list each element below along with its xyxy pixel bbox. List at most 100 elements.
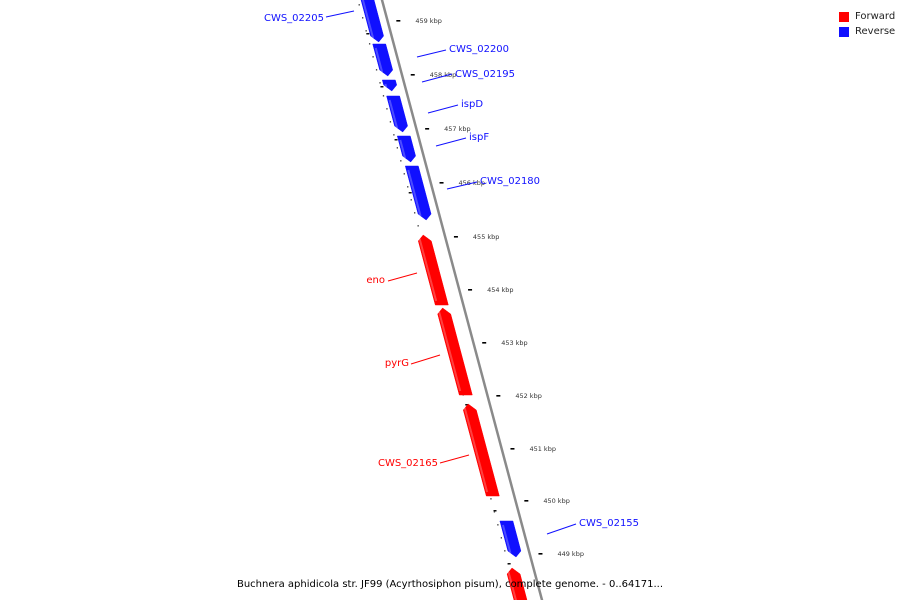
kbp-tick-label: 459 kbp — [415, 17, 442, 25]
legend-item-forward: Forward — [839, 9, 895, 24]
leader-line-cws_02180 — [446, 181, 478, 190]
strand-legend: Forward Reverse — [839, 9, 895, 39]
kbp-tick-label: 455 kbp — [473, 233, 500, 241]
scale-dot — [500, 537, 502, 539]
gene-pyrg[interactable] — [437, 307, 473, 396]
kbp-tick-label: 457 kbp — [444, 125, 471, 133]
kbp-tick-label: 452 kbp — [515, 392, 542, 400]
kbp-tick — [524, 500, 529, 502]
kbp-tick — [410, 74, 415, 76]
scale-dot — [493, 511, 496, 513]
scale-dot — [403, 173, 405, 175]
leader-line-eno — [387, 272, 418, 282]
kbp-tick — [396, 20, 401, 22]
gene-highlight — [407, 169, 422, 217]
scale-dot — [396, 147, 398, 149]
minor-dash — [465, 404, 469, 406]
gene-label-cws_02200[interactable]: CWS_02200 — [449, 44, 509, 55]
kbp-tick — [425, 128, 430, 130]
gene-highlight — [438, 311, 462, 392]
kbp-tick — [468, 289, 473, 291]
kbp-tick-label: 450 kbp — [543, 497, 570, 505]
gene-cws_02200[interactable] — [372, 43, 393, 77]
kbp-tick — [538, 553, 543, 555]
gene-label-cws_02180[interactable]: CWS_02180 — [480, 176, 540, 187]
gene-label-pyrg[interactable]: pyrG — [385, 358, 409, 369]
gene-label-cws_02165[interactable]: CWS_02165 — [378, 458, 438, 469]
gene-partial[interactable] — [506, 567, 528, 600]
scale-dot — [414, 212, 416, 214]
leader-line-ispf — [435, 137, 467, 147]
minor-dash — [394, 139, 398, 141]
leader-line-cws_02155 — [546, 523, 577, 535]
kbp-tick — [439, 182, 444, 184]
gene-eno[interactable] — [418, 234, 449, 306]
genome-backbone — [380, 0, 544, 600]
minor-dash — [408, 192, 412, 194]
gene-highlight — [374, 47, 384, 73]
scale-dot — [368, 43, 371, 45]
scale-dot — [497, 524, 499, 526]
gene-highlight — [418, 238, 438, 302]
gene-label-ispd[interactable]: ispD — [461, 99, 483, 110]
gene-highlight — [361, 0, 375, 39]
gene-highlight — [463, 407, 489, 493]
gene-label-cws_02205[interactable]: CWS_02205 — [264, 13, 324, 24]
leader-line-cws_02200 — [416, 49, 447, 58]
gene-highlight — [399, 139, 407, 159]
gene-cws_02195[interactable] — [381, 79, 397, 92]
scale-dot — [386, 108, 388, 110]
forward-color-swatch — [839, 11, 849, 22]
leader-line-cws_02205 — [325, 10, 355, 18]
kbp-tick-label: 453 kbp — [501, 339, 528, 347]
legend-label-reverse: Reverse — [855, 25, 896, 37]
gene-cws_02205[interactable] — [360, 0, 384, 43]
gene-label-layer: CWS_02205 CWS_02200 CWS_02195 ispD ispF CWS_0… — [264, 10, 639, 535]
scale-dot — [372, 56, 374, 58]
minor-dash — [380, 86, 384, 88]
gene-ispd[interactable] — [386, 95, 408, 133]
gene-track — [360, 0, 528, 600]
gene-label-cws_02195[interactable]: CWS_02195 — [455, 69, 515, 80]
scale-dot — [389, 121, 392, 123]
scale-dot — [365, 30, 367, 32]
kbp-tick — [510, 448, 515, 450]
gene-cws_02180[interactable] — [404, 165, 432, 221]
leader-line-ispd — [427, 104, 459, 114]
sequence-caption: Buchnera aphidicola str. JF99 (Acyrthosi… — [236, 579, 664, 590]
scale-dot — [382, 95, 385, 97]
gene-highlight — [507, 571, 517, 600]
legend-label-forward: Forward — [855, 10, 896, 22]
scale-dot — [400, 160, 402, 162]
legend-item-reverse: Reverse — [839, 24, 895, 39]
kbp-tick-label: 451 kbp — [529, 445, 556, 453]
minor-dash — [507, 563, 511, 565]
scale-dot — [417, 225, 419, 227]
scale-dot — [504, 550, 506, 552]
gene-highlight — [501, 524, 512, 554]
gene-ispf[interactable] — [396, 135, 416, 163]
gene-label-cws_02155[interactable]: CWS_02155 — [579, 518, 639, 529]
gene-cws_02165[interactable] — [463, 403, 500, 497]
scale-dot — [358, 4, 360, 6]
kbp-tick — [453, 236, 458, 238]
reverse-color-swatch — [839, 26, 849, 37]
leader-line-cws_02165 — [439, 454, 470, 464]
kbp-tick-label: 458 kbp — [430, 71, 457, 79]
minor-dash — [493, 510, 497, 512]
scale-dot — [375, 69, 378, 71]
gene-label-ispf[interactable]: ispF — [469, 132, 489, 143]
gene-highlight — [384, 83, 388, 88]
kbp-tick-label: 454 kbp — [487, 286, 513, 294]
gene-label-eno[interactable]: eno — [366, 275, 385, 286]
scale-dot — [407, 186, 409, 188]
kbp-tick — [482, 342, 487, 344]
kbp-tick — [496, 395, 501, 397]
scale-dot — [393, 134, 395, 136]
leader-line-cws_02195 — [421, 73, 453, 83]
gene-cws_02155[interactable] — [499, 520, 522, 558]
scale-dot — [362, 17, 364, 19]
scale-dot — [410, 199, 412, 201]
gene-highlight — [388, 99, 399, 129]
